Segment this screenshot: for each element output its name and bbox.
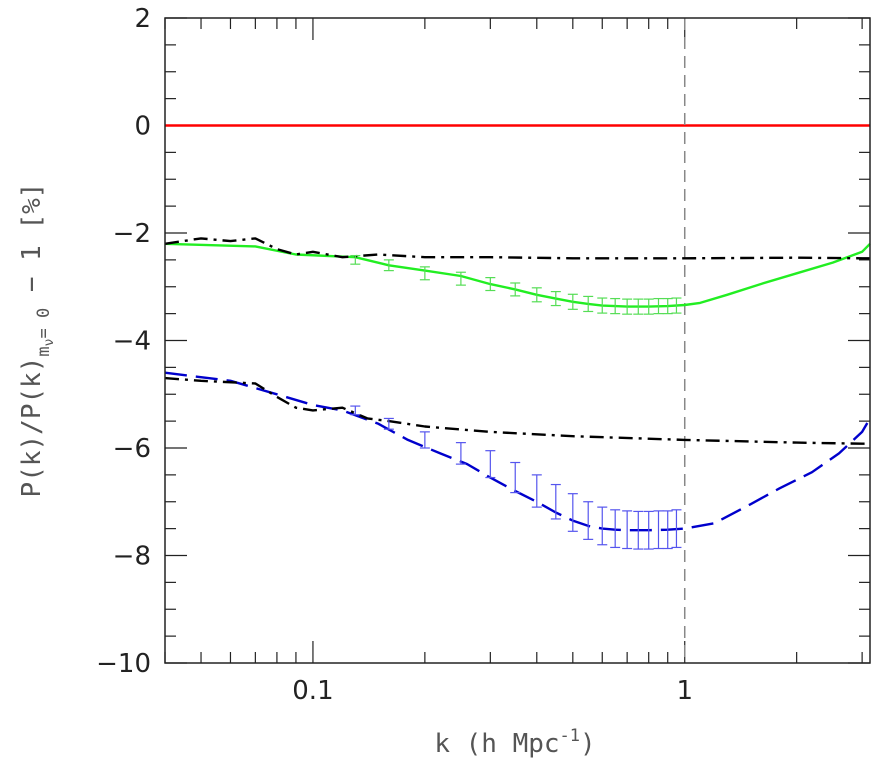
minor-ticks <box>164 17 870 664</box>
y-tick-label: 0 <box>134 112 151 142</box>
y-tick-label: −4 <box>113 327 151 357</box>
y-tick-label: 2 <box>134 4 151 34</box>
y-axis-label: P(k)/P(k)mν= 0 − 1 [%] <box>17 183 57 498</box>
y-tick-label: −10 <box>96 649 151 679</box>
x-axis-label: k (h Mpc-1) <box>434 726 595 759</box>
y-tick-label: −2 <box>113 219 151 249</box>
series-line-3 <box>164 371 872 532</box>
x-tick-label: 1 <box>676 676 693 706</box>
series-line-1 <box>164 242 871 308</box>
y-tick-label: −8 <box>113 542 151 572</box>
reference-lines <box>165 18 870 663</box>
x-tick-label: 0.1 <box>292 676 333 706</box>
data-series <box>164 237 872 532</box>
y-tick-label: −6 <box>113 434 151 464</box>
series-line-4 <box>164 376 870 445</box>
series-line-2 <box>164 237 870 260</box>
plot-frame <box>164 17 871 664</box>
error-bars <box>350 254 682 550</box>
tick-labels: 2 0 −2 −4 −6 −8 −10 0.1 1 <box>96 4 693 706</box>
